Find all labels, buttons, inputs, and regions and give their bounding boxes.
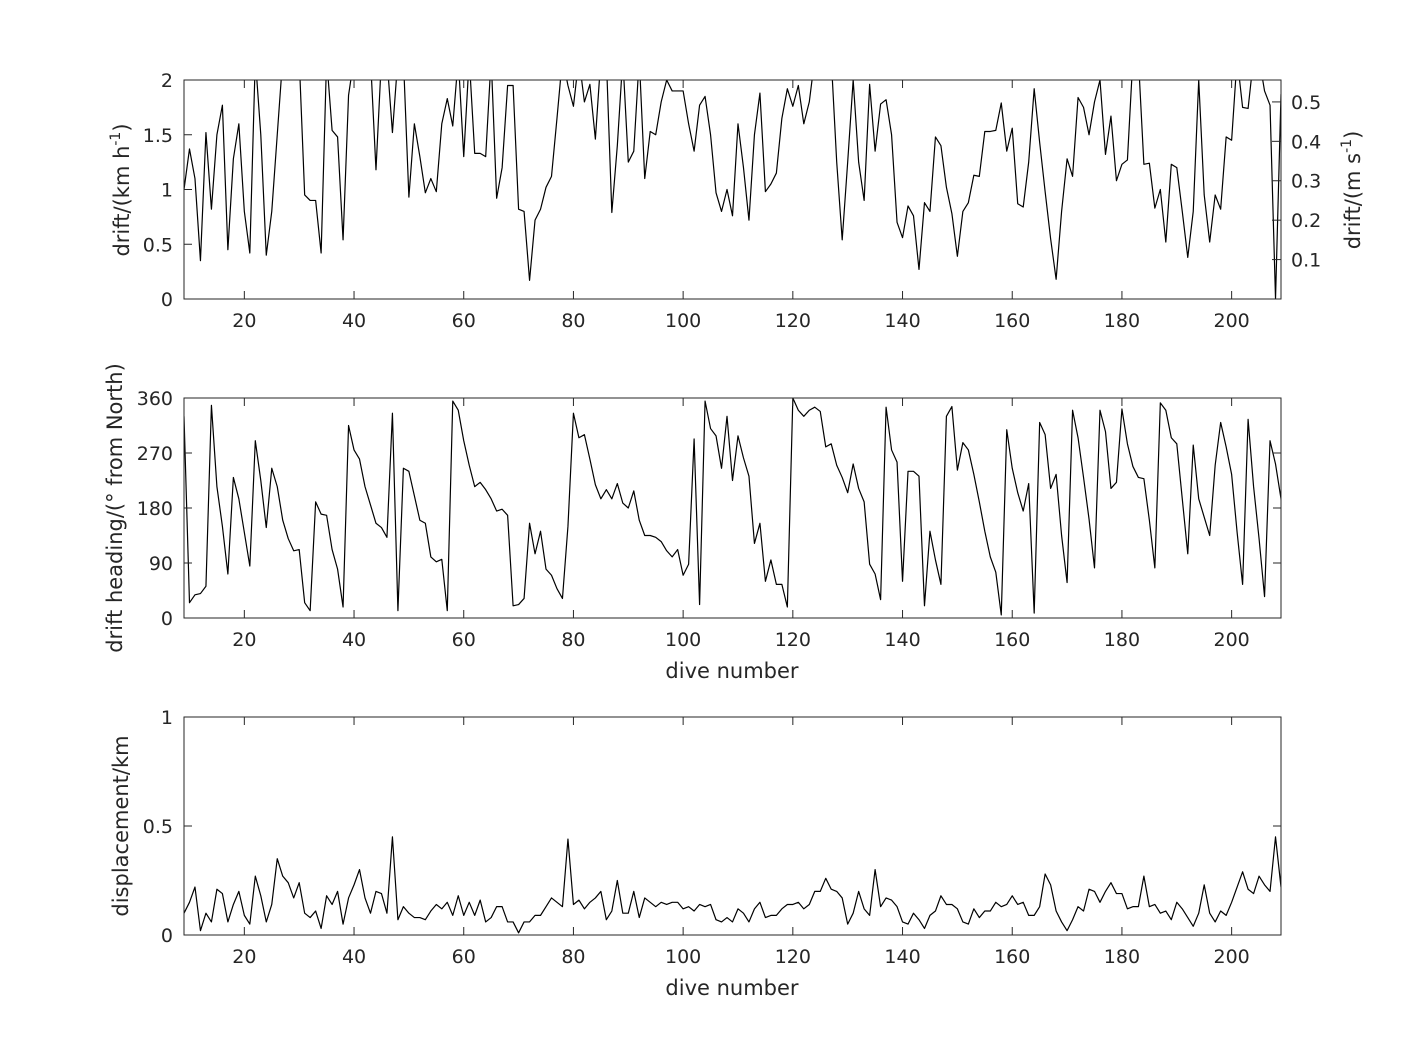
x-tick-label: 120 [775,310,811,332]
x-tick-label: 180 [1104,946,1140,968]
x-tick-label: 100 [665,946,701,968]
x-tick-label: 160 [994,946,1030,968]
x-tick-label: 20 [232,629,256,651]
x-tick-label: 180 [1104,310,1140,332]
drift-speed-y-axis-label: drift/(km h-1) [108,123,134,256]
right-y-tick-label: 0.5 [1291,92,1321,114]
drift-heading-series [184,398,1281,616]
x-tick-label: 100 [665,629,701,651]
x-tick-label: 40 [342,310,366,332]
right-y-tick-label: 0.2 [1291,210,1321,232]
x-tick-label: 160 [994,310,1030,332]
series-line [184,80,1281,299]
x-tick-label: 80 [561,310,585,332]
y-tick-label: 180 [137,498,173,520]
series-line [184,398,1281,616]
x-tick-label: 60 [452,629,476,651]
drift-heading-x-axis-label: dive number [665,659,799,683]
y-tick-label: 2 [161,70,173,92]
x-tick-label: 200 [1214,629,1250,651]
x-tick-label: 60 [452,946,476,968]
y-tick-label: 1 [161,180,173,202]
series-line [184,836,1281,934]
y-tick-label: 0 [161,608,173,630]
drift-speed-series [184,80,1281,299]
x-tick-label: 140 [884,629,920,651]
displacement-y-ticks: 00.51 [143,707,1281,947]
x-tick-label: 40 [342,629,366,651]
x-tick-label: 80 [561,946,585,968]
y-tick-label: 1 [161,707,173,729]
x-tick-label: 200 [1214,946,1250,968]
y-tick-label: 0 [161,925,173,947]
x-tick-label: 140 [884,310,920,332]
x-tick-label: 120 [775,629,811,651]
x-tick-label: 120 [775,946,811,968]
drift-heading-panel: 20 40 60 80 100 120 140 160 180 200 090180270360 … [103,363,1282,683]
right-y-tick-label: 0.1 [1291,250,1321,272]
displacement-y-axis-label: displacement/km [109,735,133,916]
drift-heading-y-axis-label: drift heading/(° from North) [103,363,127,653]
y-tick-label: 0 [161,289,173,311]
displacement-panel: 20 40 60 80 100 120 140 160 180 200 00.51 displac… [109,707,1282,1000]
drift-speed-panel: 20 40 60 80 100 120 140 160 180 200 0 0.5 1 1.5 2 0.1… [108,70,1365,332]
displacement-x-ticks: 20 40 60 80 100 120 140 160 180 200 [232,717,1250,968]
displacement-x-axis-label: dive number [665,976,799,1000]
x-tick-label: 200 [1214,310,1250,332]
x-tick-label: 160 [994,629,1030,651]
right-y-tick-label: 0.3 [1291,171,1321,193]
x-tick-label: 140 [884,946,920,968]
y-tick-label: 270 [137,443,173,465]
drift-speed-right-y-axis-label: drift/(m s-1) [1339,131,1365,250]
x-tick-label: 80 [561,629,585,651]
drift-speed-x-ticks: 20 40 60 80 100 120 140 160 180 200 [232,80,1250,332]
drift-heading-x-ticks: 20 40 60 80 100 120 140 160 180 200 [232,398,1250,651]
x-tick-label: 60 [452,310,476,332]
drift-speed-right-y-ticks: 0.1 0.2 0.3 0.4 0.5 [1272,92,1321,272]
drift-speed-y-ticks: 0 0.5 1 1.5 2 [143,70,192,311]
x-tick-label: 40 [342,946,366,968]
y-tick-label: 360 [137,388,173,410]
y-tick-label: 90 [149,553,173,575]
x-tick-label: 20 [232,310,256,332]
x-tick-label: 180 [1104,629,1140,651]
y-tick-label: 0.5 [143,234,173,256]
drift-heading-y-ticks: 0 90 180 270 360 [137,388,1281,630]
y-tick-label: 1.5 [143,125,173,147]
right-y-tick-label: 0.4 [1291,131,1321,153]
x-tick-label: 20 [232,946,256,968]
y-tick-label: 0.5 [143,816,173,838]
displacement-series [184,836,1281,934]
x-tick-label: 100 [665,310,701,332]
